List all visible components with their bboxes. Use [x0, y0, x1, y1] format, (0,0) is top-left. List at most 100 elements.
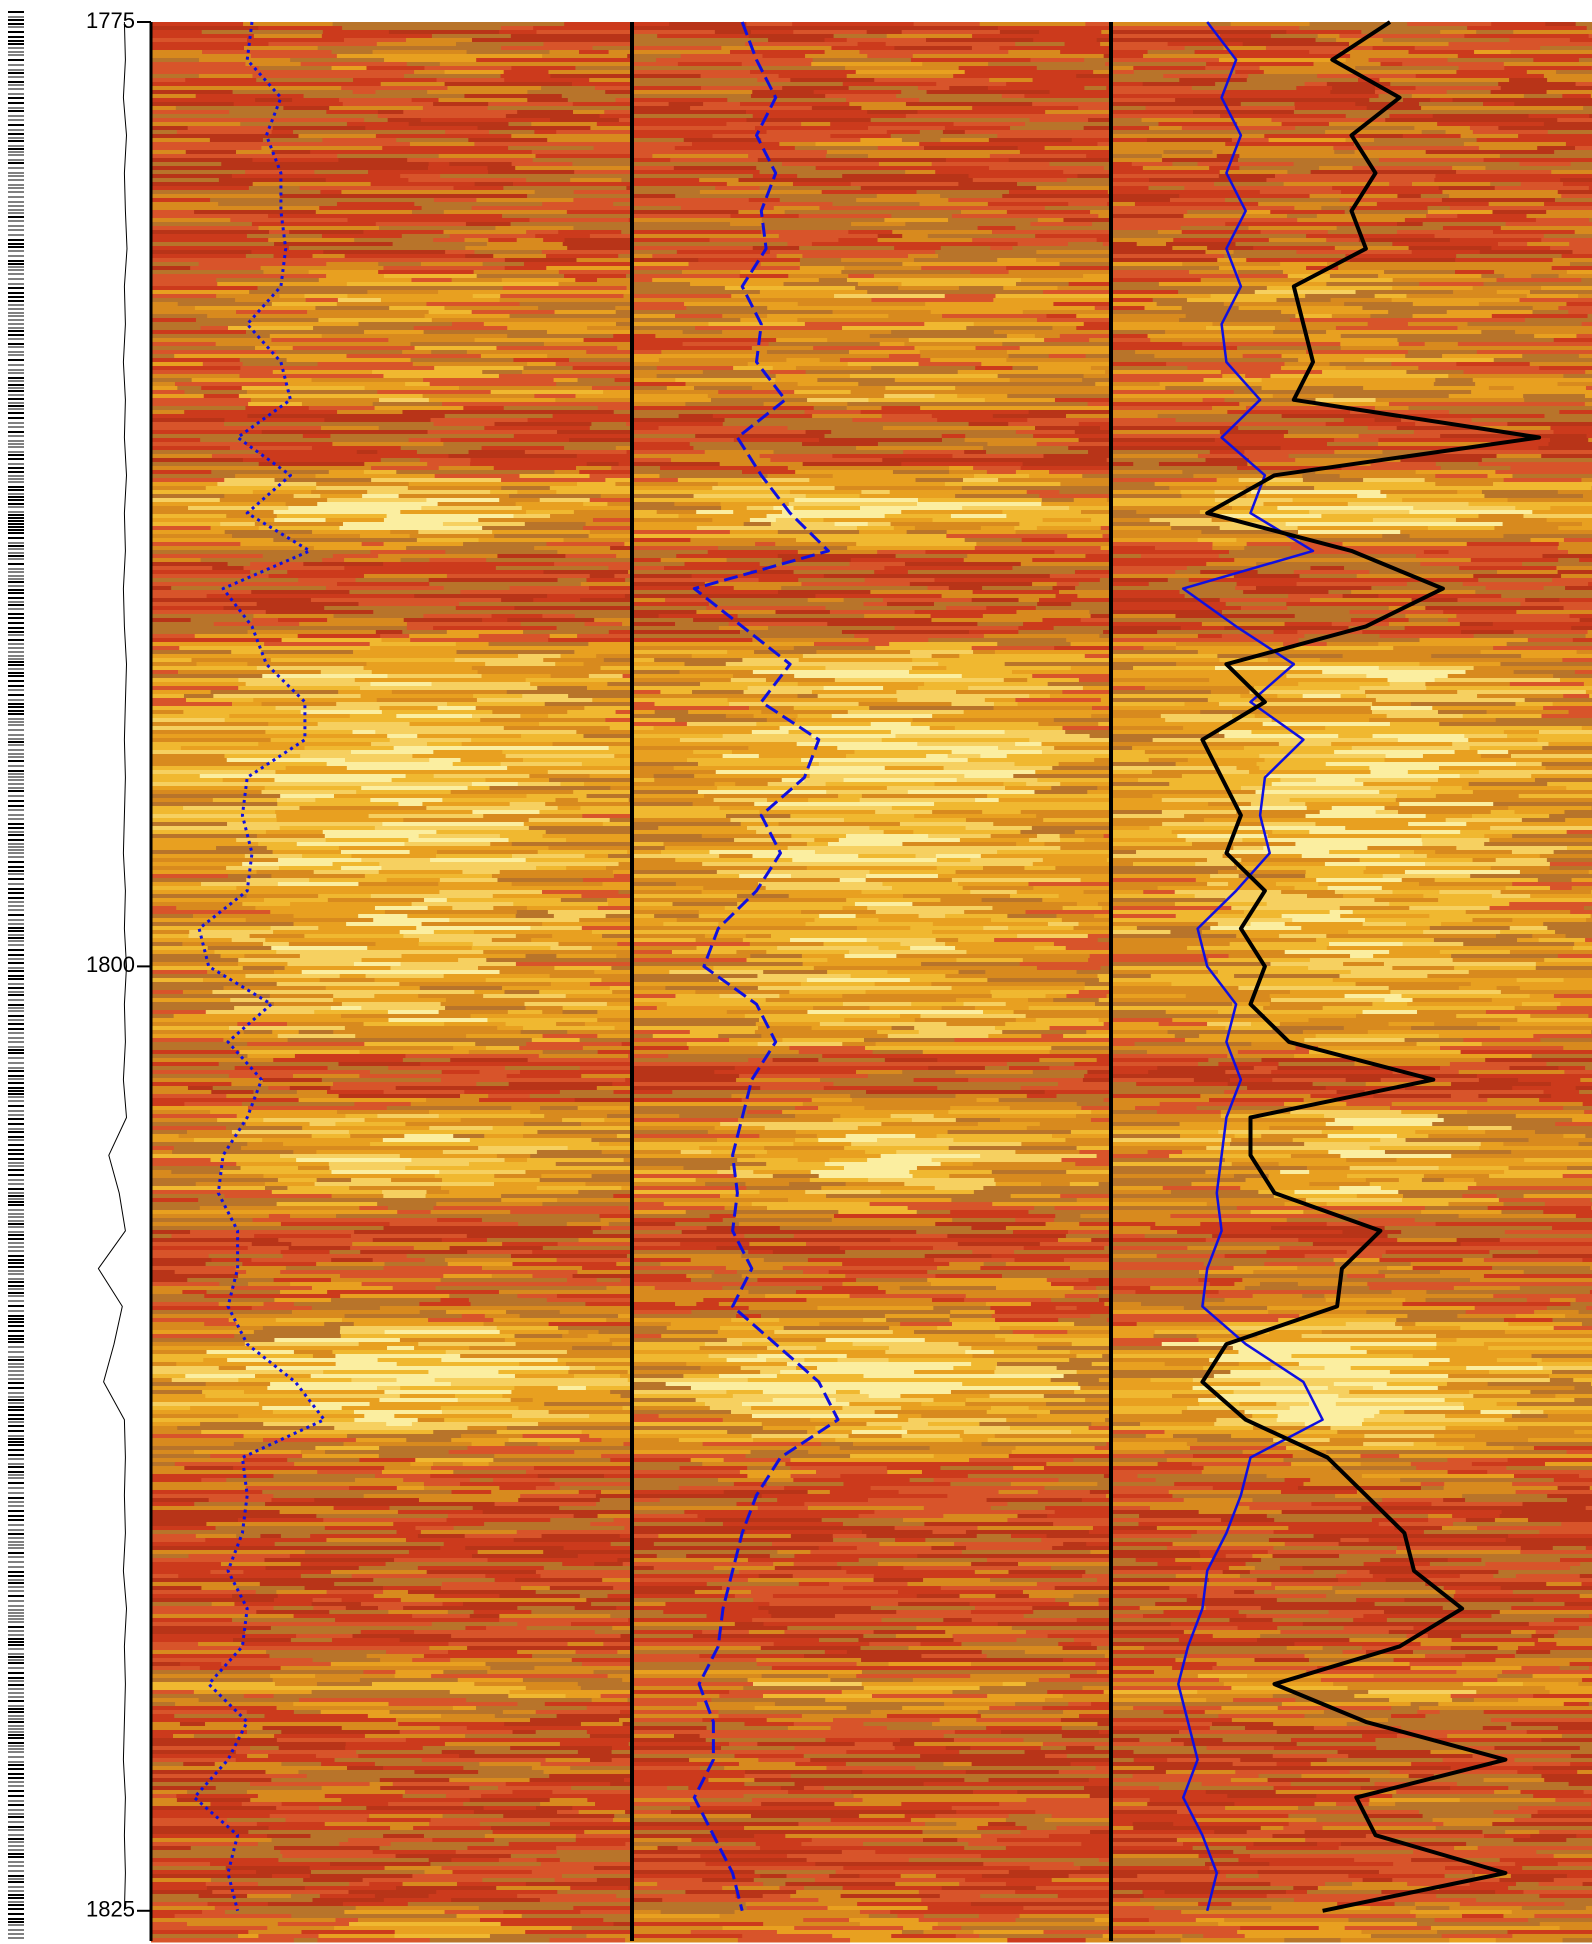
texture — [480, 46, 502, 51]
texture — [445, 130, 489, 135]
texture — [315, 798, 370, 803]
texture — [151, 1034, 278, 1039]
texture — [280, 1154, 400, 1159]
texture — [966, 234, 1036, 239]
texture — [272, 1030, 299, 1035]
texture — [195, 154, 238, 159]
texture — [357, 450, 378, 455]
texture — [555, 310, 617, 315]
texture — [951, 702, 994, 707]
texture — [151, 1414, 239, 1419]
texture — [908, 570, 967, 575]
texture — [151, 998, 231, 1003]
texture — [410, 342, 471, 347]
texture — [184, 818, 277, 823]
texture — [422, 1758, 546, 1763]
texture — [580, 1066, 633, 1071]
texture — [472, 1554, 578, 1559]
texture — [632, 406, 714, 411]
texture — [1084, 58, 1111, 63]
texture — [690, 282, 784, 287]
texture — [992, 230, 1111, 235]
texture — [928, 638, 1007, 643]
texture — [151, 1554, 189, 1559]
texture — [425, 1870, 454, 1875]
texture — [481, 1794, 584, 1799]
texture — [555, 798, 578, 803]
texture — [784, 282, 859, 287]
texture — [414, 1630, 491, 1635]
texture — [275, 478, 372, 483]
texture — [571, 1786, 631, 1791]
texture — [632, 202, 755, 207]
texture — [451, 1634, 503, 1639]
texture — [632, 430, 677, 435]
texture — [632, 698, 728, 703]
texture — [151, 1618, 233, 1623]
texture — [346, 922, 422, 927]
texture — [560, 518, 593, 523]
texture — [674, 502, 721, 507]
texture — [694, 386, 753, 391]
texture — [273, 1606, 313, 1611]
texture — [327, 1290, 444, 1295]
texture — [904, 342, 1002, 347]
texture — [299, 622, 407, 627]
texture — [304, 934, 404, 939]
texture — [322, 1078, 442, 1083]
texture — [365, 386, 460, 391]
texture — [151, 1674, 271, 1679]
texture — [632, 290, 760, 295]
texture — [852, 418, 937, 423]
texture — [550, 514, 632, 519]
texture — [366, 662, 485, 667]
texture — [632, 850, 662, 855]
texture — [151, 1142, 248, 1147]
texture — [501, 486, 550, 491]
texture — [332, 1638, 400, 1643]
texture — [962, 486, 1030, 491]
texture — [531, 122, 597, 127]
texture — [380, 506, 422, 511]
texture — [327, 1590, 384, 1595]
texture — [828, 842, 903, 847]
texture — [322, 558, 344, 563]
texture — [589, 1414, 632, 1419]
texture — [436, 830, 546, 835]
texture — [694, 774, 810, 779]
texture — [151, 1902, 208, 1907]
texture — [418, 1566, 545, 1571]
texture — [224, 986, 327, 991]
texture — [321, 574, 365, 579]
texture — [419, 1498, 498, 1503]
texture — [236, 150, 272, 155]
texture — [686, 306, 767, 311]
texture — [195, 1074, 230, 1079]
texture — [493, 894, 582, 899]
texture — [798, 694, 819, 699]
texture — [323, 250, 424, 255]
texture — [796, 366, 872, 371]
texture — [498, 646, 531, 651]
texture — [590, 530, 633, 535]
texture — [397, 1486, 425, 1491]
texture — [263, 1326, 341, 1331]
texture — [720, 806, 772, 811]
texture — [1091, 538, 1111, 543]
texture — [212, 1602, 235, 1607]
texture — [860, 494, 956, 499]
texture — [371, 466, 439, 471]
texture — [151, 1786, 216, 1791]
texture — [679, 514, 768, 519]
texture — [246, 1506, 334, 1511]
texture — [1029, 694, 1050, 699]
texture — [505, 266, 547, 271]
texture — [430, 1938, 481, 1943]
texture — [542, 250, 633, 255]
texture — [151, 1734, 174, 1739]
texture — [405, 1202, 437, 1207]
texture — [558, 314, 591, 319]
texture — [574, 170, 632, 175]
texture — [446, 1310, 506, 1315]
texture — [449, 362, 528, 367]
